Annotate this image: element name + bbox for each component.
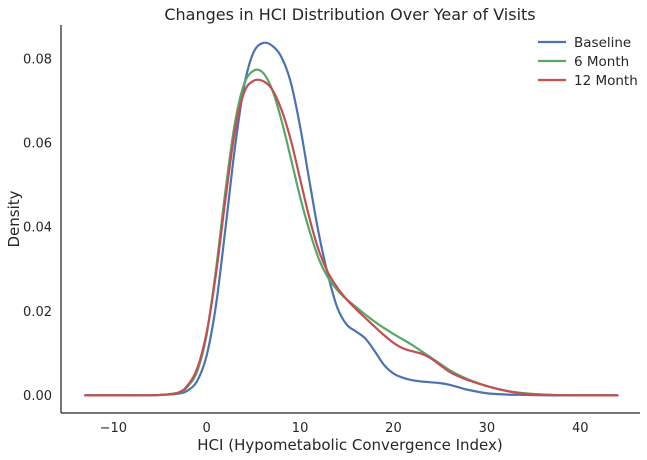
y-tick-label: 0.02	[23, 305, 52, 320]
series-line-12-month	[84, 78, 619, 397]
y-tick-label: 0.00	[23, 389, 52, 404]
y-axis-label: Density	[5, 190, 23, 247]
legend-entry: 6 Month	[574, 54, 629, 70]
series-lines	[84, 41, 619, 397]
x-axis-ticks: −10 0 10 20 30 40	[100, 421, 589, 436]
x-axis-label: HCI (Hypometabolic Convergence Index)	[197, 436, 502, 454]
x-tick-label: 10	[292, 421, 309, 436]
x-tick-label: 0	[203, 421, 211, 436]
y-tick-label: 0.06	[23, 137, 52, 152]
y-tick-label: 0.04	[23, 221, 52, 236]
legend-entry: Baseline	[574, 35, 631, 51]
y-tick-label: 0.08	[23, 53, 52, 68]
series-line-baseline	[84, 41, 619, 397]
x-tick-label: 40	[572, 421, 589, 436]
x-tick-label: 20	[385, 421, 402, 436]
x-tick-label: 30	[479, 421, 496, 436]
legend: Baseline 6 Month 12 Month	[538, 35, 638, 89]
series-line-6-month	[84, 68, 619, 397]
legend-entry: 12 Month	[574, 73, 638, 89]
y-axis-ticks: 0.00 0.02 0.04 0.06 0.08	[23, 53, 52, 404]
chart-title: Changes in HCI Distribution Over Year of…	[164, 5, 535, 24]
x-tick-label: −10	[100, 421, 127, 436]
